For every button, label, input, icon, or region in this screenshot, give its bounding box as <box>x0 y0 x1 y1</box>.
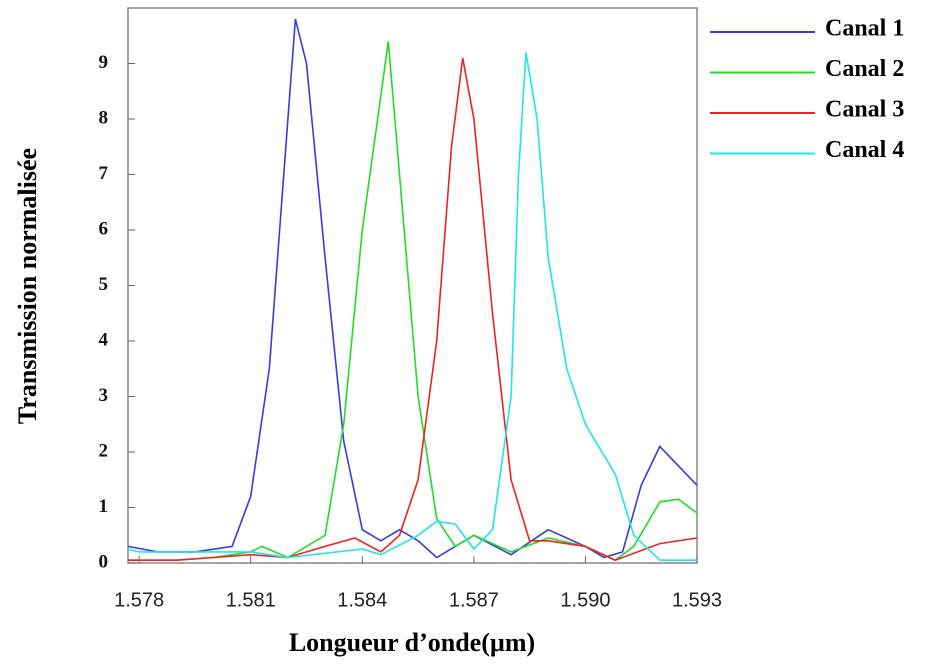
y-tick-label: 3 <box>99 385 109 406</box>
x-tick-label: 1.584 <box>337 589 387 611</box>
x-tick-label: 1.590 <box>560 589 610 611</box>
plot-frame <box>127 7 698 564</box>
legend-label: Canal 1 <box>825 16 904 42</box>
series-line <box>128 41 698 562</box>
y-tick-label: 4 <box>99 329 109 350</box>
y-tick-label: 2 <box>99 440 109 461</box>
x-tick-label: 1.581 <box>226 589 276 611</box>
series-line <box>127 18 698 559</box>
series-line <box>127 52 697 561</box>
y-tick-label: 0 <box>99 551 109 572</box>
x-axis-label: Longueur d’onde(µm) <box>289 628 535 657</box>
y-tick-label: 8 <box>99 107 109 128</box>
y-axis-label: Transmission normalisée <box>13 148 42 424</box>
legend-label: Canal 3 <box>825 97 904 123</box>
series-line <box>128 57 698 562</box>
legend-label: Canal 2 <box>825 56 904 82</box>
y-tick-label: 1 <box>99 496 109 517</box>
x-tick-label: 1.593 <box>672 589 722 611</box>
legend-label: Canal 4 <box>825 137 904 163</box>
x-tick-label: 1.578 <box>114 589 164 611</box>
y-tick-label: 5 <box>99 274 109 295</box>
y-tick-label: 9 <box>99 52 109 73</box>
x-tick-label: 1.587 <box>449 589 499 611</box>
y-tick-label: 7 <box>99 163 109 184</box>
y-tick-label: 6 <box>99 218 109 239</box>
